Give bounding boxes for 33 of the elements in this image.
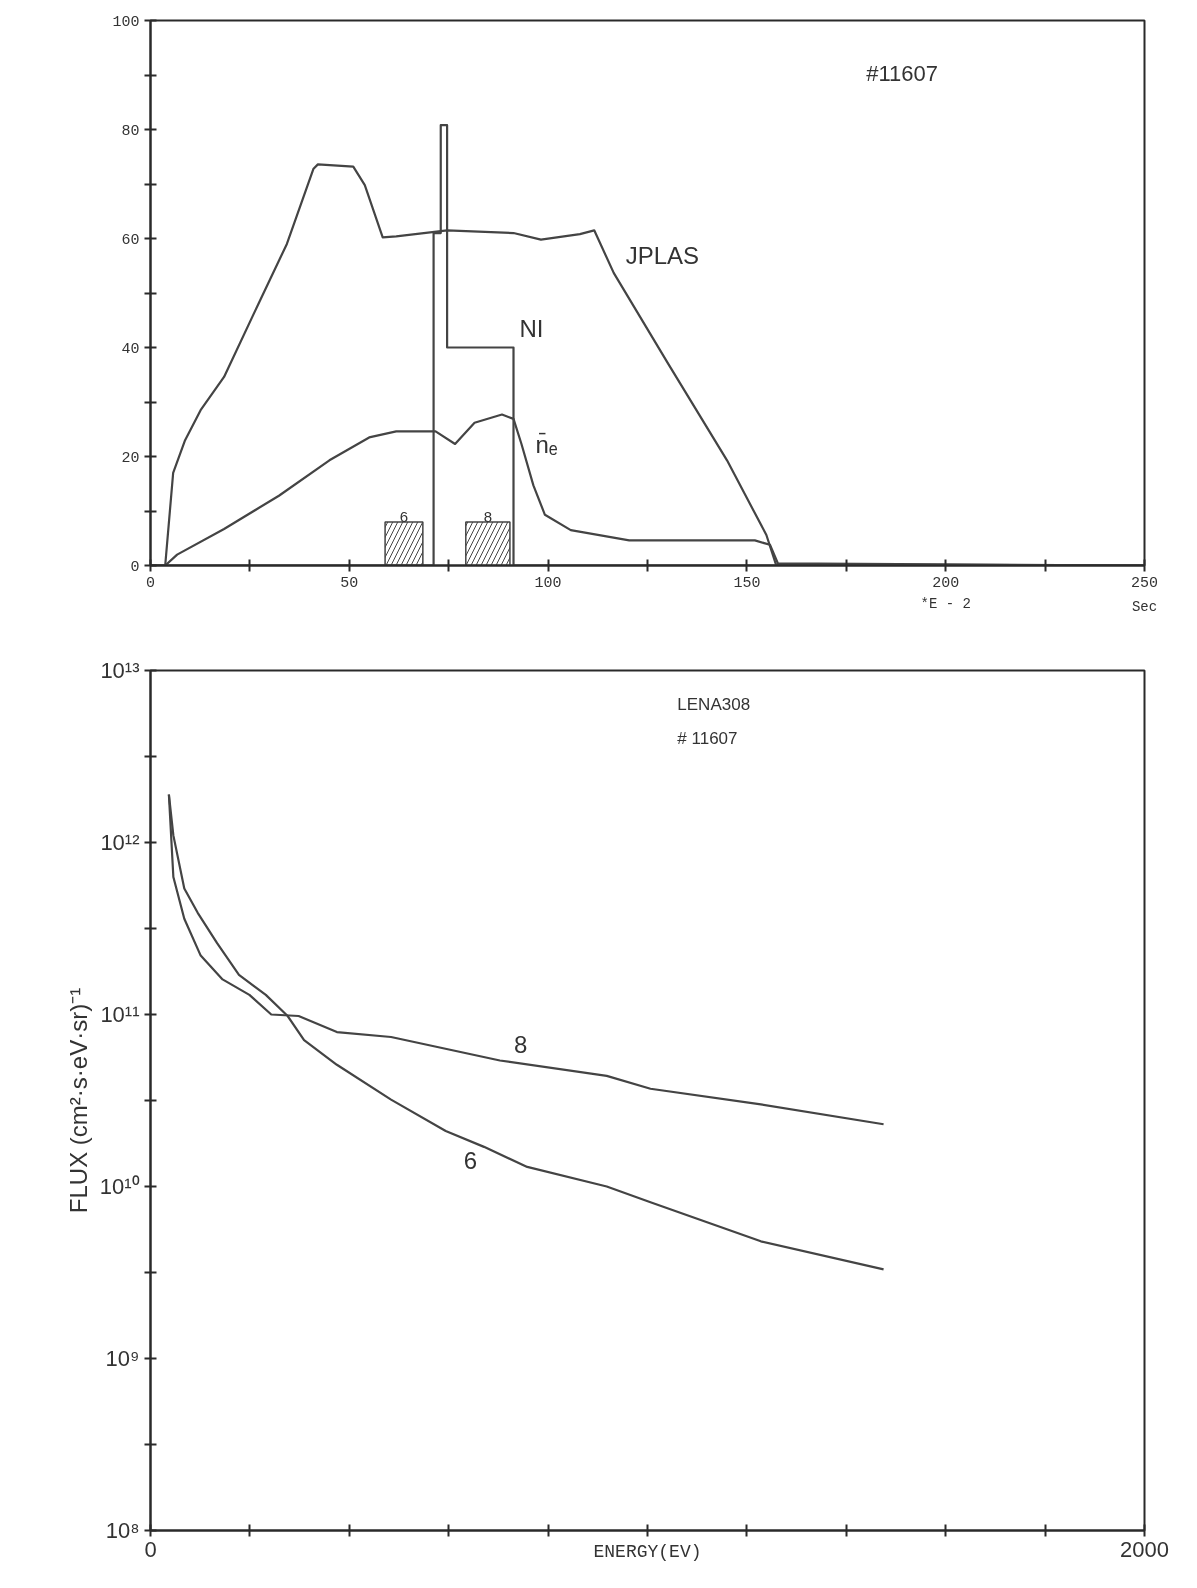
y-tick-label: 100 <box>112 13 140 31</box>
x-axis-title: Sec <box>1131 598 1158 615</box>
x-tick-label: 50 <box>340 574 359 592</box>
y-tick-label: 10¹² <box>100 830 140 855</box>
x-tick-label: 150 <box>733 574 761 592</box>
x-tick-label: 200 <box>932 574 960 592</box>
series-label: 8 <box>513 1030 528 1058</box>
y-tick-label: 80 <box>121 122 140 140</box>
series-label: n̄ₑ <box>535 430 558 458</box>
y-tick-label: 10⁸ <box>105 1518 140 1543</box>
series-label: JPLAS <box>625 241 700 269</box>
text: *E - 2 <box>920 595 971 612</box>
x-tick-label: 0 <box>146 574 156 592</box>
x-tick-label: 2000 <box>1120 1536 1169 1562</box>
y-tick-label: 10¹⁰ <box>99 1174 140 1199</box>
y-tick-label: 20 <box>121 449 140 467</box>
x-tick-label: 250 <box>1131 574 1159 592</box>
x-tick-label: 100 <box>534 574 562 592</box>
annotation: LENA308 <box>677 694 751 714</box>
y-tick-label: 40 <box>121 340 140 358</box>
annotation: # 11607 <box>677 728 738 748</box>
series-label: NI <box>519 314 544 342</box>
y-tick-label: 60 <box>121 231 140 249</box>
band-label: 8 <box>483 507 493 525</box>
annotation: #11607 <box>866 60 938 86</box>
y-axis-title: FLUX (cm²·s·eV·sr)⁻¹ <box>64 987 92 1214</box>
y-tick-label: 10¹¹ <box>100 1002 140 1027</box>
y-tick-label: 10⁹ <box>105 1346 140 1371</box>
band-label: 6 <box>399 507 409 525</box>
series-label: 6 <box>463 1147 478 1175</box>
y-tick-label: 10¹³ <box>100 658 140 683</box>
x-axis-title: ENERGY(EV) <box>593 1541 702 1562</box>
y-tick-label: 0 <box>130 558 140 576</box>
